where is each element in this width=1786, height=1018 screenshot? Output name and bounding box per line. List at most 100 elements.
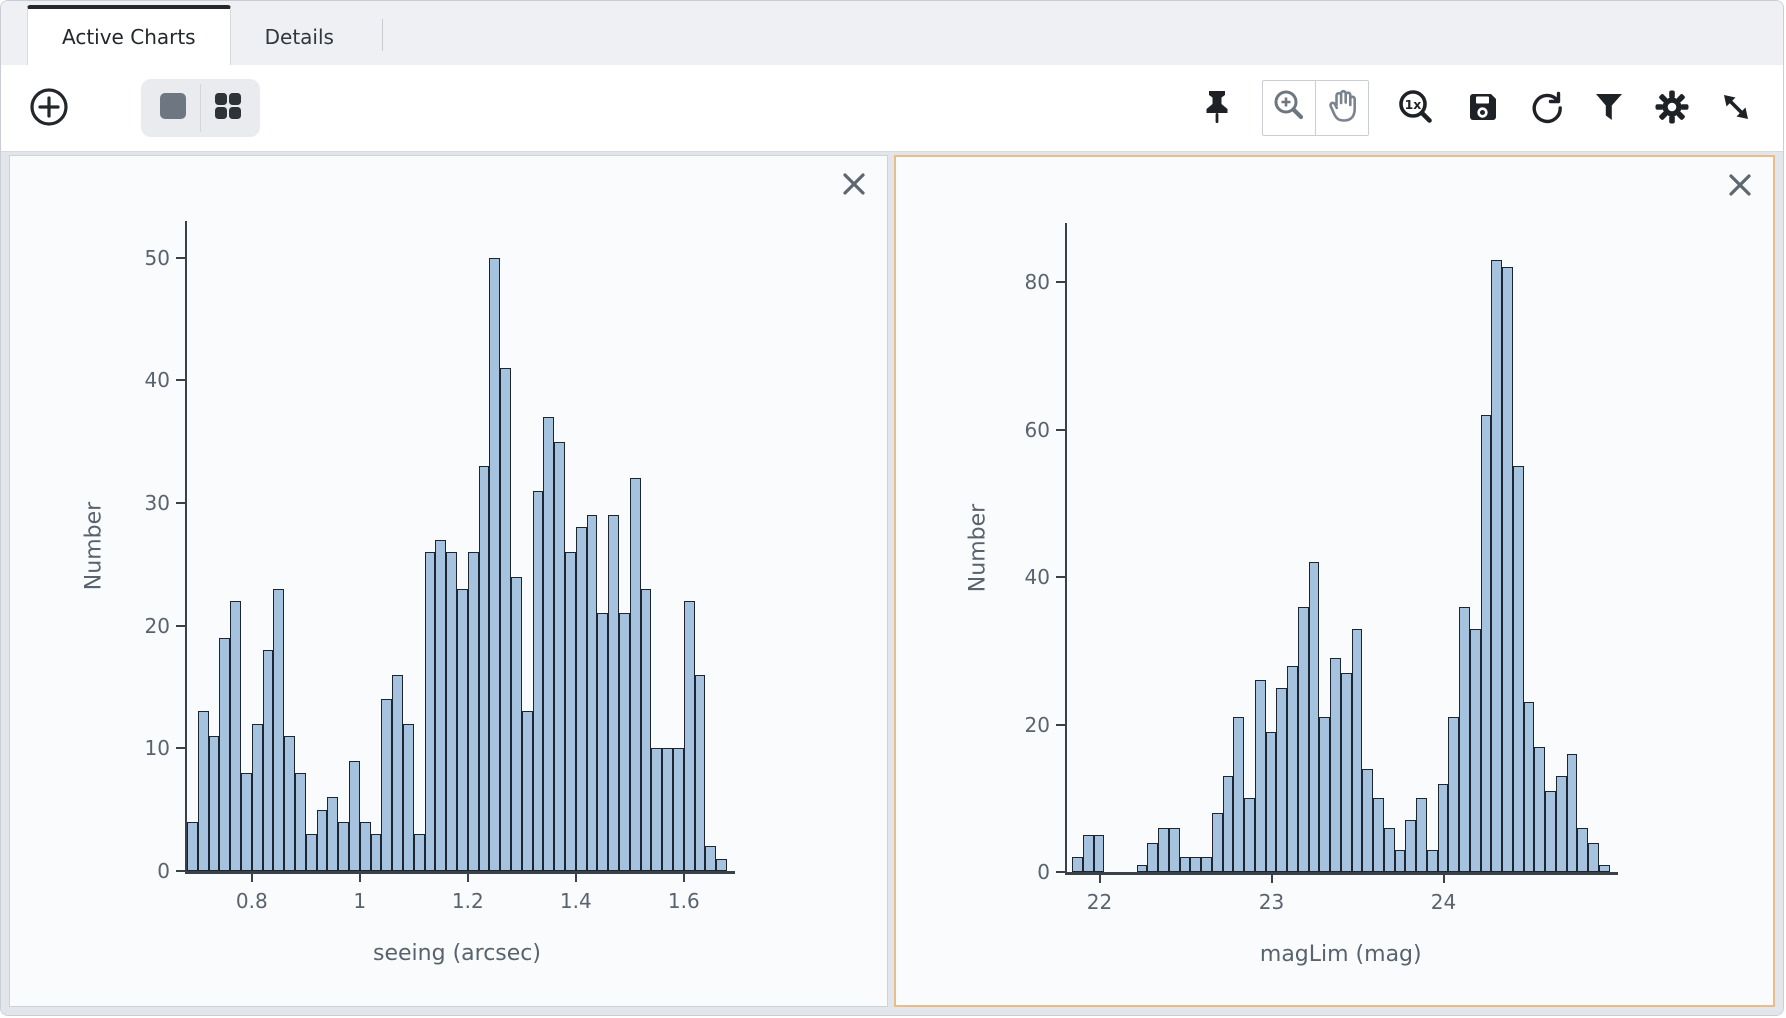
y-tick-label: 50 xyxy=(144,245,170,270)
histogram-bar xyxy=(1394,849,1406,872)
tab-active-charts[interactable]: Active Charts xyxy=(27,5,231,65)
histogram-bar xyxy=(241,772,252,871)
histogram-bar xyxy=(543,417,555,871)
histogram-bar xyxy=(554,441,565,871)
chart-panel-maglim[interactable]: 0 20 40 60 80 22 23 24 Number magLim (mag) xyxy=(894,155,1775,1007)
histogram-bar xyxy=(1405,820,1416,872)
layout-mode-switcher xyxy=(141,79,260,137)
plus-circle-icon xyxy=(27,85,71,132)
tab-details[interactable]: Details xyxy=(231,9,368,65)
tab-active-charts-label: Active Charts xyxy=(62,25,196,49)
histogram-bar xyxy=(273,588,285,871)
restore-chart-button[interactable] xyxy=(1529,89,1565,128)
pan-mode-button[interactable] xyxy=(1315,81,1368,135)
histogram-bar xyxy=(1168,827,1180,872)
x-tick-label: 24 xyxy=(1430,890,1457,914)
histogram-bar xyxy=(521,711,533,871)
y-axis-title: Number xyxy=(81,501,107,591)
magnifier-plus-icon xyxy=(1270,87,1308,129)
y-tick-label: 30 xyxy=(144,490,170,515)
histogram-bar xyxy=(1416,798,1427,872)
histogram-bar xyxy=(705,846,717,871)
histogram-bar xyxy=(1319,717,1330,872)
close-chart-button[interactable] xyxy=(839,170,869,200)
histogram-bar xyxy=(219,637,231,871)
histogram-bar xyxy=(1459,606,1470,872)
y-tick-label: 10 xyxy=(144,736,170,761)
histogram-bar xyxy=(1502,267,1513,872)
histogram-bar xyxy=(1566,754,1578,872)
tab-divider xyxy=(381,19,383,51)
y-tick-label: 0 xyxy=(157,859,170,883)
histogram-bar xyxy=(1158,827,1169,872)
hand-icon xyxy=(1324,87,1360,129)
x-tick-label: 22 xyxy=(1086,890,1113,914)
plot-area[interactable]: 0 20 40 60 80 22 23 24 xyxy=(896,157,1773,1005)
histogram-bar xyxy=(1383,827,1395,872)
histogram-bar xyxy=(1351,628,1363,872)
histogram-bar xyxy=(403,723,414,871)
histogram-bar xyxy=(208,736,220,871)
histogram-bar xyxy=(1308,562,1320,872)
pin-chart-button[interactable] xyxy=(1200,88,1234,129)
histogram-bar xyxy=(619,613,630,871)
histogram-bar xyxy=(262,650,274,871)
zoom-original-button[interactable]: 1x xyxy=(1397,88,1437,129)
histogram-bar xyxy=(197,711,209,871)
single-view-button[interactable] xyxy=(146,84,200,132)
x-tick-label: 0.8 xyxy=(235,889,268,913)
histogram-bar xyxy=(295,772,306,871)
histogram-bar xyxy=(305,834,317,871)
histogram-bar xyxy=(608,515,619,871)
histogram-bar xyxy=(327,797,339,871)
gear-icon xyxy=(1653,88,1691,129)
histogram-bar xyxy=(1276,687,1287,872)
histogram-bar xyxy=(381,699,393,871)
histogram-bar xyxy=(1588,842,1599,872)
histogram-bar xyxy=(457,588,468,871)
plot-area[interactable]: 0 10 20 30 40 50 0.8 1 1.2 1.4 1.6 xyxy=(10,156,887,1006)
histogram-bar xyxy=(349,760,360,871)
histogram-bar xyxy=(1512,466,1524,872)
histogram-bar xyxy=(683,601,695,871)
histogram-bar xyxy=(1244,798,1255,872)
grid-view-button[interactable] xyxy=(200,84,255,132)
histogram-bar xyxy=(1373,798,1384,872)
histogram-bar xyxy=(1469,628,1481,872)
save-chart-button[interactable] xyxy=(1465,89,1501,128)
chart-settings-button[interactable] xyxy=(1653,88,1691,129)
chart-panel-seeing[interactable]: 0 10 20 30 40 50 0.8 1 1.2 1.4 1.6 Number seeing (… xyxy=(9,155,888,1007)
histogram-bar xyxy=(338,821,349,871)
histogram-bar xyxy=(413,834,425,871)
histogram-bar xyxy=(230,601,241,871)
zoom-mode-button[interactable] xyxy=(1263,81,1315,135)
expand-diagonal-arrows-icon xyxy=(1719,90,1753,127)
filter-funnel-icon xyxy=(1593,90,1625,127)
svg-text:1x: 1x xyxy=(1405,97,1422,112)
histogram-bar xyxy=(316,809,328,871)
histogram-bar xyxy=(1233,717,1244,872)
histogram-bar xyxy=(500,367,511,871)
histogram-bar xyxy=(532,490,544,871)
histogram-bar xyxy=(1545,790,1556,872)
histogram-bar xyxy=(586,515,598,871)
histogram-bar xyxy=(1448,717,1459,872)
expand-button[interactable] xyxy=(1719,90,1753,127)
histogram-bar xyxy=(435,539,447,871)
histogram-bar xyxy=(370,834,382,871)
filter-button[interactable] xyxy=(1593,90,1625,127)
histogram-bar xyxy=(1222,776,1234,872)
floppy-save-icon xyxy=(1465,89,1501,128)
histogram-bar xyxy=(1598,864,1610,872)
add-chart-button[interactable] xyxy=(27,85,71,132)
close-chart-button[interactable] xyxy=(1725,171,1755,201)
histogram-bar xyxy=(467,551,479,871)
y-axis-title: Number xyxy=(965,503,991,592)
histogram-bar xyxy=(1555,776,1567,872)
histogram-bar xyxy=(1330,658,1341,872)
x-tick-label: 1.6 xyxy=(667,889,700,913)
x-axis-title: seeing (arcsec) xyxy=(373,941,541,966)
histogram-bar xyxy=(1211,813,1223,872)
histogram-bar xyxy=(1254,680,1266,872)
